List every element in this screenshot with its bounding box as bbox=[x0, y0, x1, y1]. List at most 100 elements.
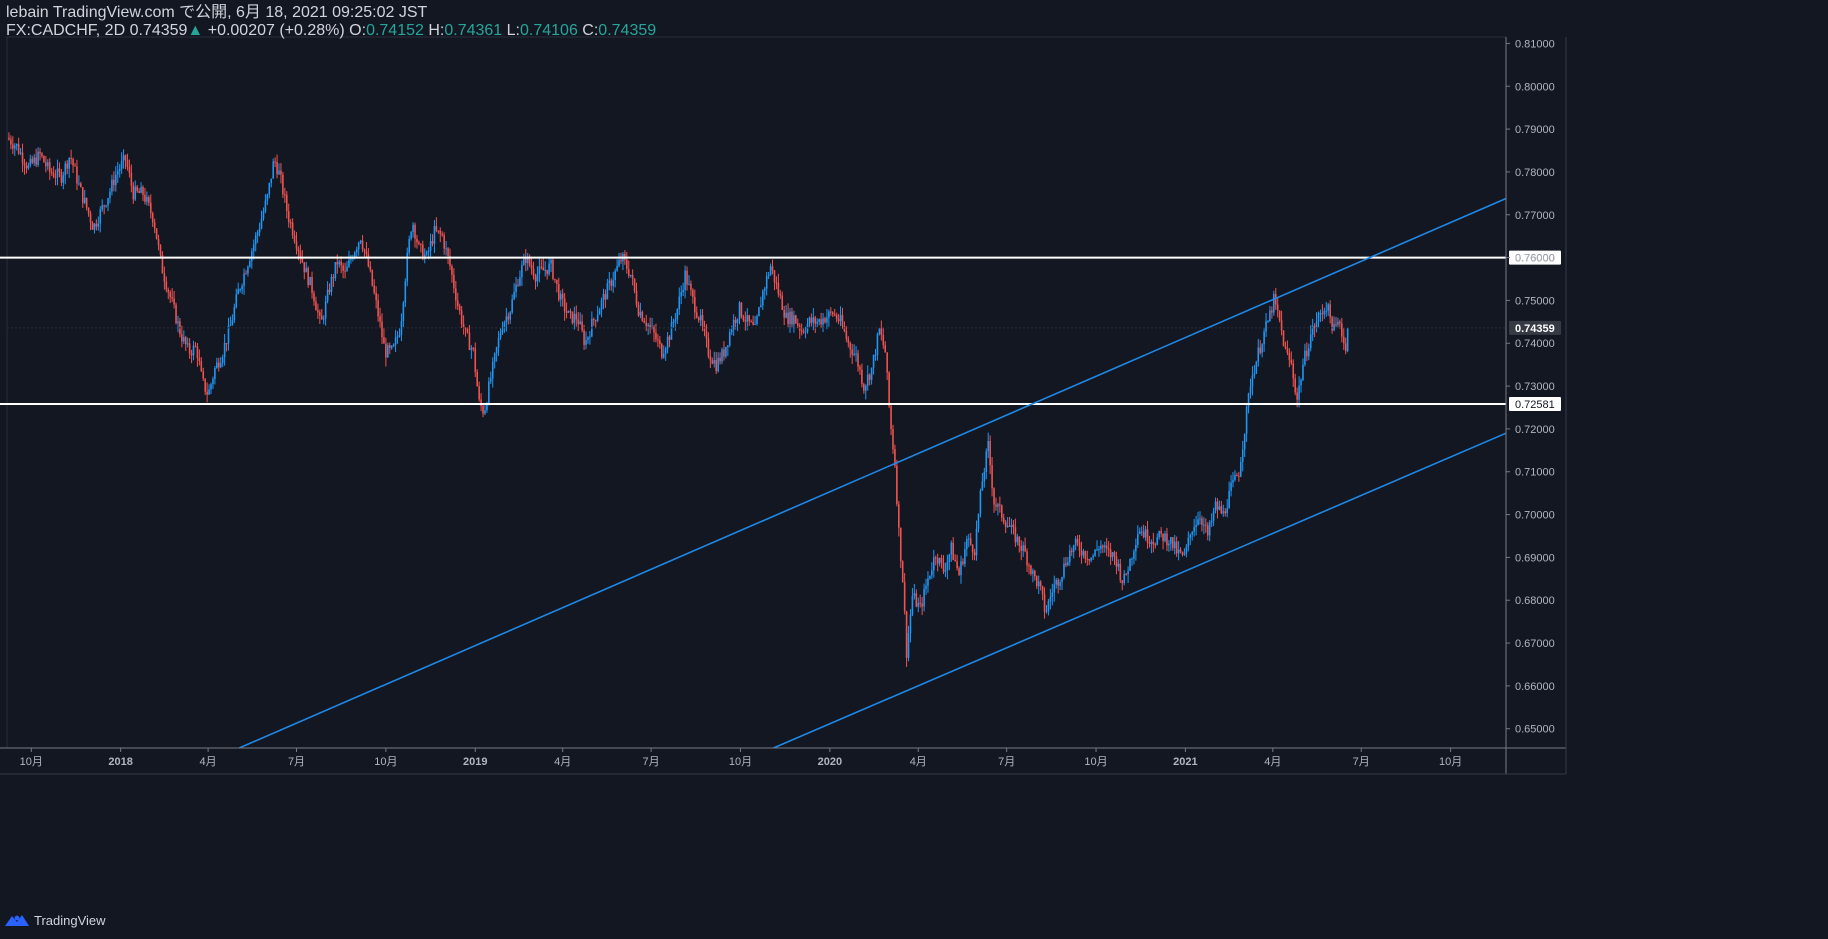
candle-body bbox=[41, 153, 43, 157]
candle-body bbox=[769, 266, 772, 276]
candle-body bbox=[1339, 321, 1341, 324]
candle-body bbox=[324, 301, 327, 319]
candle-body bbox=[740, 302, 743, 317]
chart-grid bbox=[6, 36, 1507, 749]
candle-body bbox=[639, 311, 642, 316]
candle-body bbox=[662, 353, 665, 358]
candle-body bbox=[437, 230, 440, 232]
candle-body bbox=[629, 274, 632, 276]
candle-body bbox=[488, 381, 490, 404]
candle-body bbox=[416, 238, 418, 243]
candle-body bbox=[198, 358, 201, 362]
candle-body bbox=[969, 538, 972, 545]
candle-body bbox=[649, 324, 651, 328]
candle-body bbox=[571, 311, 574, 323]
candle-body bbox=[931, 570, 933, 576]
candle-body bbox=[1284, 346, 1287, 349]
candle-body bbox=[645, 322, 648, 327]
footer-brand[interactable]: TradingView bbox=[34, 912, 106, 928]
y-tick-label: 0.72000 bbox=[1515, 424, 1555, 436]
candle-body bbox=[793, 315, 795, 325]
candle-body bbox=[66, 163, 69, 169]
candle-body bbox=[569, 310, 572, 312]
candle-body bbox=[635, 290, 638, 305]
candle-body bbox=[826, 317, 828, 323]
candle-body bbox=[70, 157, 72, 159]
candle-body bbox=[1076, 538, 1079, 543]
candle-body bbox=[596, 314, 599, 321]
symbol-label[interactable]: FX:CADCHF, 2D bbox=[6, 22, 126, 39]
candle-body bbox=[1152, 541, 1155, 545]
candle-body bbox=[54, 176, 57, 178]
candle-body bbox=[1129, 558, 1131, 572]
candle-body bbox=[388, 345, 391, 348]
candle-body bbox=[474, 348, 477, 372]
candle-body bbox=[455, 288, 457, 301]
candle-body bbox=[802, 331, 805, 333]
candle-body bbox=[412, 224, 414, 233]
candle-body bbox=[804, 331, 807, 333]
candle-body bbox=[398, 334, 401, 337]
candle-body bbox=[851, 349, 853, 355]
candle-body bbox=[602, 294, 605, 301]
candle-body bbox=[847, 338, 850, 343]
candle-body bbox=[1234, 475, 1236, 480]
candle-body bbox=[270, 178, 273, 184]
candle-body bbox=[730, 329, 733, 333]
candle-body bbox=[888, 372, 890, 407]
candle-body bbox=[109, 191, 111, 199]
trend-line bbox=[238, 197, 1507, 749]
candle-body bbox=[17, 144, 20, 154]
open-value: 0.74152 bbox=[366, 22, 424, 39]
candle-body bbox=[212, 378, 214, 385]
candle-body bbox=[589, 336, 591, 338]
candle-body bbox=[866, 374, 869, 386]
tradingview-logo-icon[interactable] bbox=[4, 913, 30, 927]
candle-body bbox=[1313, 326, 1316, 329]
candle-body bbox=[1292, 363, 1295, 379]
candle-body bbox=[517, 284, 519, 286]
candle-body bbox=[556, 279, 558, 285]
candle-body bbox=[421, 244, 424, 260]
candle-body bbox=[80, 183, 82, 188]
candle-body bbox=[1158, 530, 1160, 538]
candle-body bbox=[1222, 511, 1225, 514]
candle-body bbox=[282, 174, 284, 195]
candle-body bbox=[1276, 304, 1279, 311]
candle-body bbox=[385, 343, 387, 358]
drawing-overlays[interactable]: 0.76000 0.72581 0.74359 bbox=[0, 197, 1561, 749]
candle-body bbox=[43, 156, 45, 163]
candle-body bbox=[1183, 553, 1186, 555]
candle-body bbox=[183, 337, 185, 342]
candle-body bbox=[960, 561, 962, 576]
candle-body bbox=[381, 321, 383, 338]
x-tick-label: 2018 bbox=[108, 756, 132, 768]
candle-body bbox=[521, 265, 523, 277]
candle-body bbox=[85, 197, 88, 208]
candle-body bbox=[748, 315, 751, 322]
candle-body bbox=[975, 528, 978, 556]
candle-body bbox=[142, 187, 144, 195]
candle-body bbox=[1185, 546, 1188, 554]
candle-body bbox=[606, 283, 609, 300]
candle-body bbox=[1150, 541, 1153, 544]
candle-body bbox=[909, 614, 912, 634]
candle-body bbox=[237, 289, 240, 295]
candle-body bbox=[561, 293, 564, 299]
candle-body bbox=[13, 145, 16, 149]
candle-body bbox=[923, 588, 925, 607]
candle-body bbox=[225, 343, 228, 345]
candle-body bbox=[705, 330, 708, 339]
candle-body bbox=[1309, 334, 1312, 349]
candle-body bbox=[342, 265, 344, 271]
candle-body bbox=[653, 326, 655, 333]
candle-body bbox=[1078, 542, 1081, 551]
candle-body bbox=[284, 194, 286, 196]
candle-body bbox=[614, 270, 616, 281]
x-tick-label: 4月 bbox=[554, 756, 571, 768]
candle-body bbox=[709, 356, 712, 361]
trend-line bbox=[773, 432, 1507, 749]
candle-body bbox=[276, 161, 278, 175]
candle-body bbox=[95, 223, 98, 227]
